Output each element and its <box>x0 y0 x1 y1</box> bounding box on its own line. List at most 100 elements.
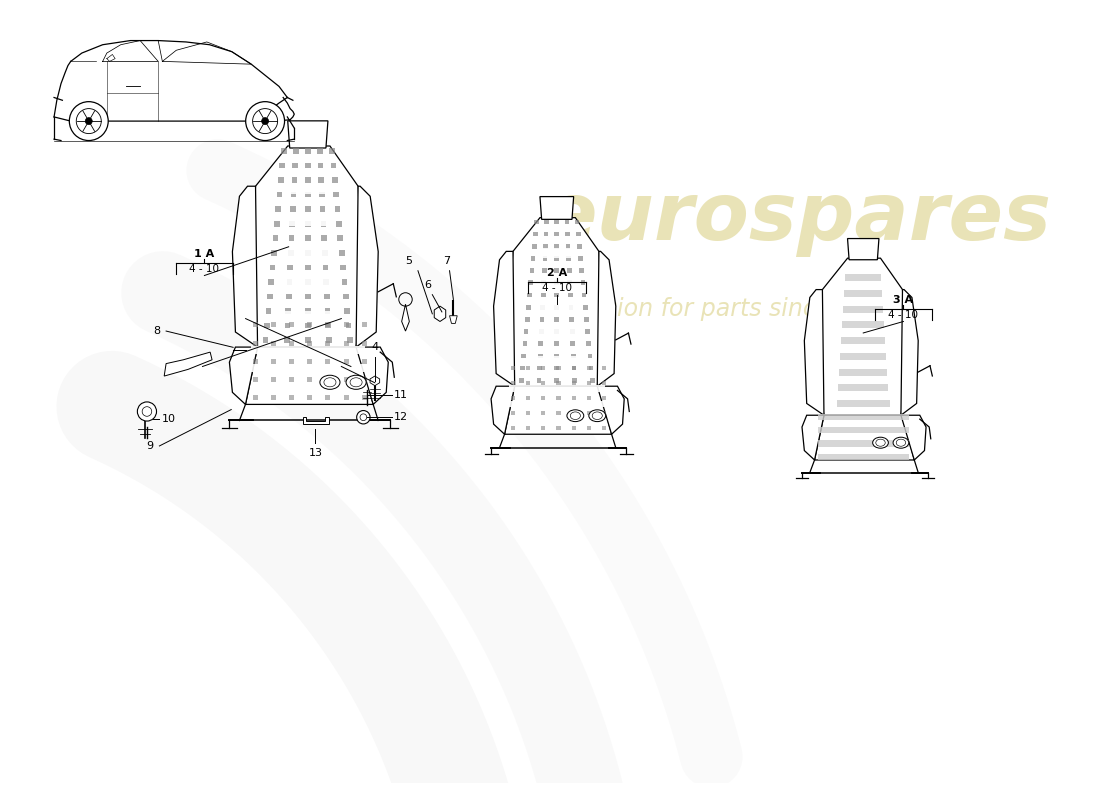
Bar <box>845 290 882 297</box>
Bar <box>521 354 526 358</box>
Bar <box>285 322 290 328</box>
Bar <box>583 305 587 310</box>
Bar <box>307 341 312 346</box>
Bar <box>564 219 570 224</box>
Bar <box>338 235 343 241</box>
Bar <box>569 305 573 310</box>
Bar <box>305 148 310 154</box>
Bar <box>540 305 544 310</box>
Bar <box>326 377 330 382</box>
Ellipse shape <box>588 410 606 422</box>
Polygon shape <box>597 386 624 434</box>
Bar <box>535 275 579 285</box>
Bar <box>343 294 349 299</box>
Bar <box>289 358 295 364</box>
Bar <box>342 279 348 285</box>
Bar <box>305 338 310 343</box>
Polygon shape <box>402 304 409 331</box>
Bar <box>586 411 591 415</box>
Bar <box>842 337 886 344</box>
Bar <box>276 279 339 290</box>
Bar <box>541 426 546 430</box>
Bar <box>326 358 330 364</box>
Bar <box>586 342 591 346</box>
Bar <box>557 411 561 415</box>
Text: 11: 11 <box>394 390 408 400</box>
Polygon shape <box>816 258 906 415</box>
Bar <box>263 338 268 343</box>
Bar <box>290 192 297 198</box>
Bar <box>528 356 585 366</box>
Polygon shape <box>450 316 458 323</box>
Bar <box>557 396 561 400</box>
Text: 9: 9 <box>146 441 153 451</box>
Polygon shape <box>232 186 257 347</box>
Bar <box>293 148 298 154</box>
Bar <box>554 293 559 298</box>
Bar <box>362 358 366 364</box>
Bar <box>275 206 280 212</box>
Polygon shape <box>505 386 612 434</box>
Bar <box>271 395 276 400</box>
Bar <box>510 381 515 385</box>
Bar <box>339 250 344 256</box>
Bar <box>290 206 296 212</box>
Bar <box>326 395 330 400</box>
Polygon shape <box>245 347 373 405</box>
Bar <box>584 317 588 322</box>
Bar <box>305 178 310 183</box>
Bar <box>527 293 532 298</box>
Bar <box>251 364 365 372</box>
Text: 5: 5 <box>405 256 411 266</box>
Ellipse shape <box>893 438 909 448</box>
Bar <box>554 330 559 334</box>
Polygon shape <box>370 376 379 386</box>
Circle shape <box>138 402 156 421</box>
Bar <box>305 294 310 299</box>
Bar <box>362 377 366 382</box>
Bar <box>526 305 531 310</box>
Bar <box>582 293 586 298</box>
Bar <box>566 268 572 273</box>
Bar <box>267 294 273 299</box>
Bar <box>343 377 349 382</box>
Bar <box>554 281 559 285</box>
Bar <box>305 192 310 198</box>
Bar <box>510 426 515 430</box>
Text: 10: 10 <box>162 414 176 424</box>
Bar <box>554 317 559 322</box>
Bar <box>602 381 606 385</box>
Bar <box>539 330 543 334</box>
Text: 4 - 10: 4 - 10 <box>542 283 572 293</box>
Polygon shape <box>164 352 212 376</box>
Bar <box>362 341 366 346</box>
Bar <box>844 306 883 313</box>
Polygon shape <box>302 418 329 424</box>
Bar <box>532 302 581 312</box>
Bar <box>344 308 350 314</box>
Bar <box>579 256 583 261</box>
Bar <box>305 279 310 285</box>
Bar <box>274 221 279 226</box>
Bar <box>817 427 909 434</box>
Bar <box>554 354 559 358</box>
Bar <box>337 221 342 226</box>
Bar <box>554 219 559 224</box>
Bar <box>285 308 290 314</box>
Bar <box>307 358 312 364</box>
Ellipse shape <box>566 410 584 422</box>
Polygon shape <box>356 186 378 347</box>
Bar <box>271 250 277 256</box>
Bar <box>554 378 559 382</box>
Bar <box>838 384 889 391</box>
Bar <box>557 426 561 430</box>
Bar <box>321 235 327 241</box>
Bar <box>264 322 270 328</box>
Bar <box>568 281 572 285</box>
Bar <box>526 381 530 385</box>
Bar <box>362 322 366 327</box>
Bar <box>287 279 293 285</box>
Bar <box>538 354 542 358</box>
Bar <box>286 294 292 299</box>
Bar <box>322 250 328 256</box>
